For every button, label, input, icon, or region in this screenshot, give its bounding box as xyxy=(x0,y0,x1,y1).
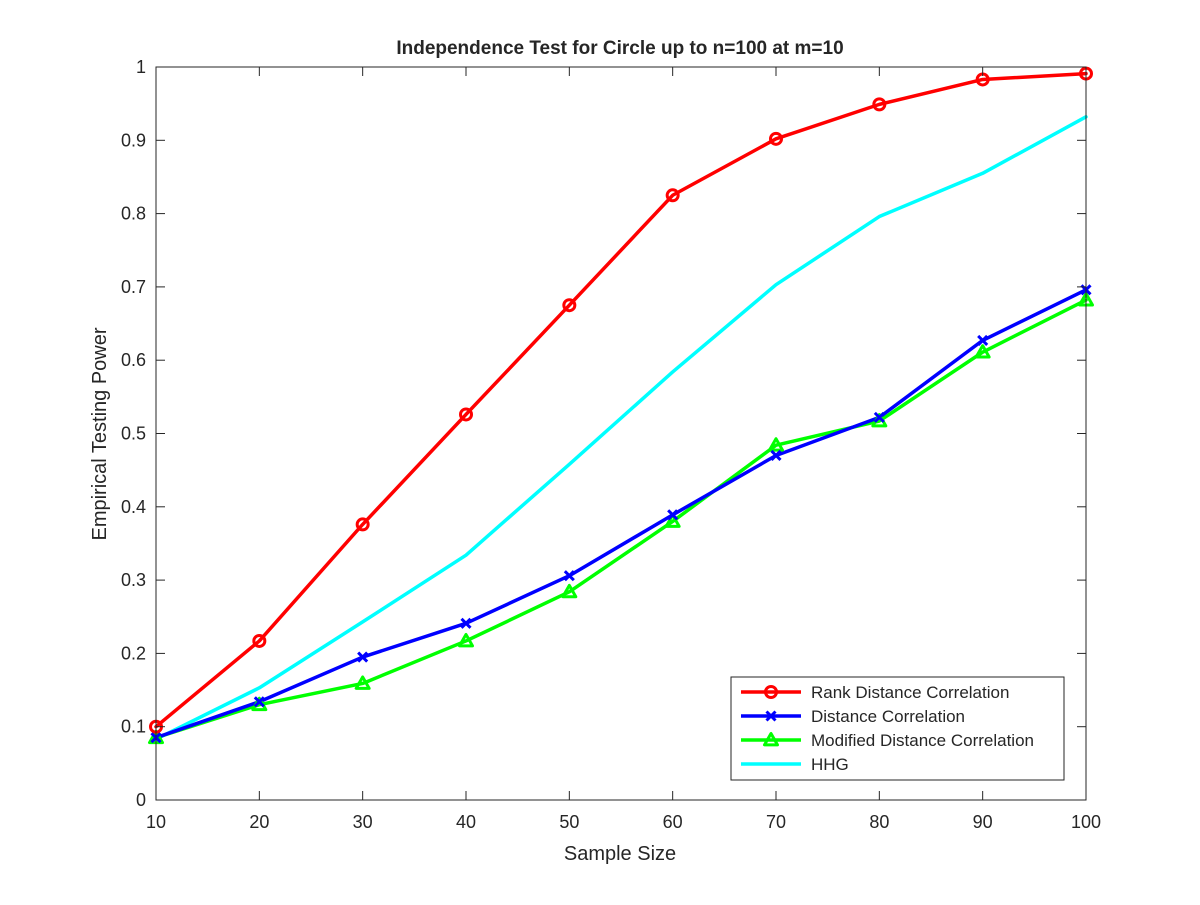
data-point xyxy=(664,513,681,528)
legend-swatch-marker xyxy=(763,732,779,747)
legend-swatch-marker xyxy=(764,685,778,699)
legend-entry: HHG xyxy=(741,755,849,774)
series-line-0 xyxy=(154,71,1088,729)
legend: Rank Distance Correlation Distance Correl… xyxy=(730,676,1065,781)
y-tick-label: 0.3 xyxy=(121,570,146,590)
data-point xyxy=(667,509,679,521)
series-markers xyxy=(148,66,1094,745)
x-tick-label: 20 xyxy=(249,812,269,832)
x-tick-label: 90 xyxy=(973,812,993,832)
data-point xyxy=(357,651,369,663)
x-tick-label: 60 xyxy=(663,812,683,832)
y-tick-label: 0.1 xyxy=(121,717,146,737)
y-tick-label: 0 xyxy=(136,790,146,810)
y-tick-label: 0.7 xyxy=(121,277,146,297)
legend-label: Modified Distance Correlation xyxy=(811,731,1034,750)
y-tick-label: 0.2 xyxy=(121,643,146,663)
x-tick-label: 100 xyxy=(1071,812,1101,832)
data-point xyxy=(252,633,267,648)
y-tick-label: 0.4 xyxy=(121,497,146,517)
x-tick-label: 50 xyxy=(559,812,579,832)
data-point xyxy=(977,334,989,346)
legend-entry: Rank Distance Correlation xyxy=(741,683,1009,702)
data-point xyxy=(563,570,575,582)
x-axis-label: Sample Size xyxy=(564,843,676,865)
series-line-1 xyxy=(154,288,1088,740)
data-point xyxy=(665,188,680,203)
y-tick-label: 0.6 xyxy=(121,350,146,370)
data-point xyxy=(355,517,370,532)
data-point xyxy=(770,449,782,462)
x-tick-label: 30 xyxy=(353,812,373,832)
legend-label: Rank Distance Correlation xyxy=(811,683,1009,702)
x-tick-label: 70 xyxy=(766,812,786,832)
series-line-2 xyxy=(154,298,1088,740)
x-tick-label: 10 xyxy=(146,812,166,832)
data-point xyxy=(873,411,885,423)
series-lines xyxy=(154,71,1088,741)
legend-label: HHG xyxy=(811,755,849,774)
legend-entry: Modified Distance Correlation xyxy=(741,731,1034,750)
chart-title: Independence Test for Circle up to n=100… xyxy=(396,38,843,59)
data-point xyxy=(459,407,473,422)
series-line-3 xyxy=(154,115,1088,741)
y-tick-label: 0.8 xyxy=(121,204,146,224)
x-axis: 10 20 30 40 50 60 70 80 90 100 xyxy=(146,67,1101,832)
legend-swatch-marker xyxy=(765,710,777,722)
data-point xyxy=(460,617,472,629)
y-tick-label: 0.5 xyxy=(121,424,146,444)
y-axis: 0 0.1 0.2 0.3 0.4 0.5 0.6 0.7 0.8 0.9 1 xyxy=(121,57,1086,810)
y-tick-label: 0.9 xyxy=(121,130,146,150)
data-point xyxy=(974,344,991,359)
data-point xyxy=(769,131,783,146)
data-point xyxy=(253,696,265,708)
data-point xyxy=(872,97,887,112)
data-point xyxy=(562,298,577,313)
x-tick-label: 40 xyxy=(456,812,476,832)
data-point xyxy=(354,675,371,690)
legend-entry: Distance Correlation xyxy=(741,707,965,726)
data-point xyxy=(561,583,578,599)
data-point xyxy=(768,437,784,452)
data-point xyxy=(458,632,474,648)
x-tick-label: 80 xyxy=(869,812,889,832)
y-tick-label: 1 xyxy=(136,57,146,77)
y-axis-label: Empirical Testing Power xyxy=(89,327,111,540)
legend-label: Distance Correlation xyxy=(811,707,965,726)
